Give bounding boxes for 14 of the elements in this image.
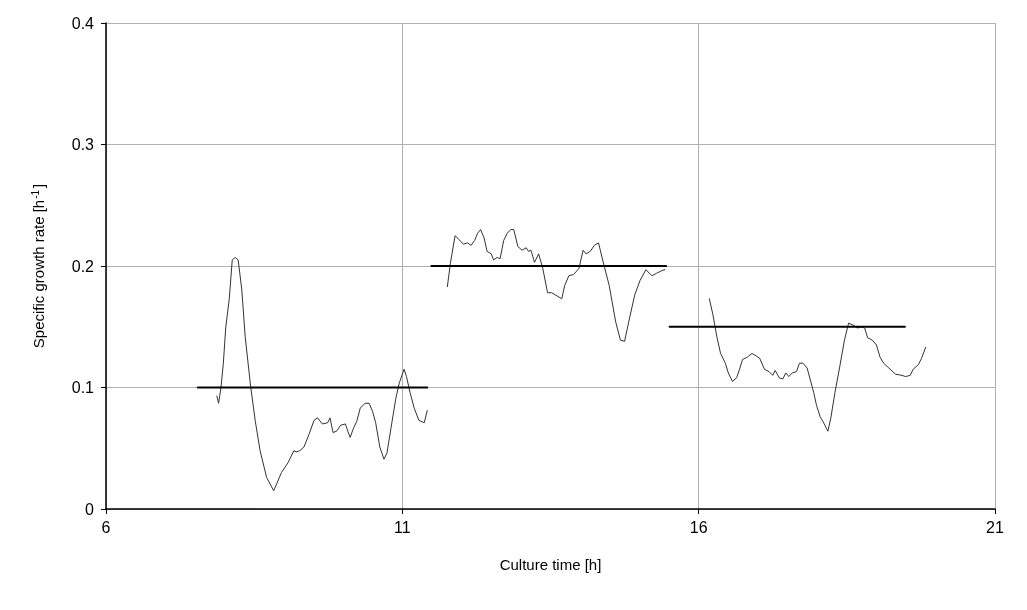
x-axis-title: Culture time [h] (499, 556, 602, 573)
line-series (216, 257, 428, 492)
y-tick-label: 0.2 (71, 257, 95, 275)
x-tick-label: 6 (101, 518, 111, 536)
y-tick-label: 0.1 (71, 379, 95, 396)
x-tick-label: 16 (689, 518, 708, 536)
y-tick-label: 0.4 (71, 14, 95, 32)
x-tick-label: 21 (986, 518, 1004, 536)
y-axis-title: Specific growth rate [h-1] (29, 183, 47, 349)
y-tick-label: 0 (85, 500, 95, 518)
x-tick-label: 11 (394, 518, 411, 536)
line-series (446, 229, 666, 342)
y-tick-label: 0.3 (71, 136, 95, 153)
line-series (708, 298, 927, 432)
